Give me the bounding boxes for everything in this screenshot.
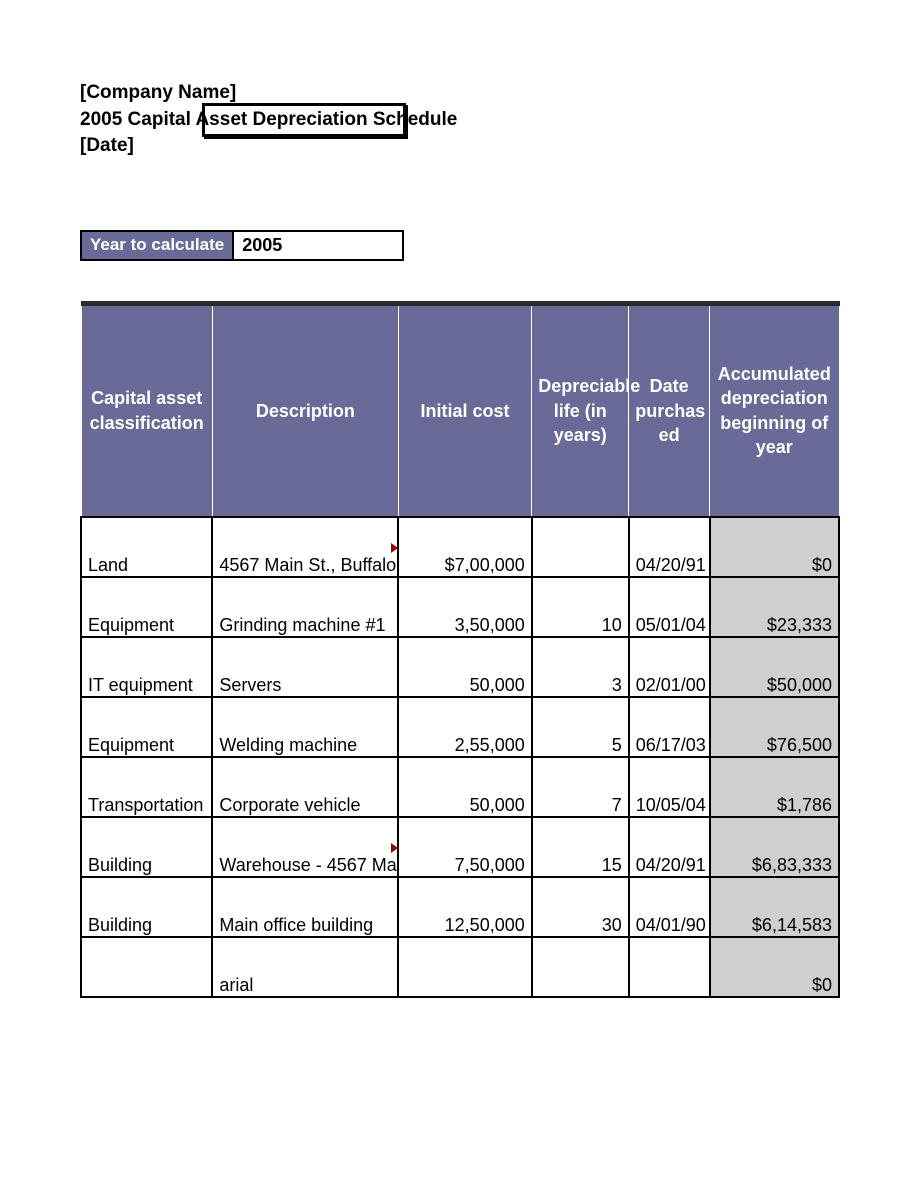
- table-row: TransportationCorporate vehicle50,000710…: [81, 757, 839, 817]
- cell-life_years[interactable]: 10: [532, 577, 629, 637]
- table-row: Land4567 Main St., Buffalo, NY$7,00,000 0…: [81, 517, 839, 577]
- cell-life_years[interactable]: [532, 937, 629, 997]
- table-row: BuildingWarehouse - 4567 Main St7,50,000…: [81, 817, 839, 877]
- cell-life_years[interactable]: 5: [532, 697, 629, 757]
- company-name: [Company Name]: [80, 80, 900, 107]
- cell-description[interactable]: 4567 Main St., Buffalo, NY: [212, 517, 398, 577]
- cell-date_purchased[interactable]: 10/05/04: [629, 757, 710, 817]
- cell-accum_dep[interactable]: $0: [710, 937, 839, 997]
- cell-description[interactable]: Main office building: [212, 877, 398, 937]
- document-title: 2005 Capital Asset Depreciation Schedule: [80, 109, 457, 130]
- cell-accum_dep[interactable]: $23,333: [710, 577, 839, 637]
- table-header: Capital asset classificationDescriptionI…: [81, 303, 839, 517]
- year-to-calculate-row: Year to calculate 2005: [80, 230, 404, 261]
- cell-initial_cost[interactable]: 12,50,000: [398, 877, 531, 937]
- cell-accum_dep[interactable]: $6,83,333: [710, 817, 839, 877]
- cell-date_purchased[interactable]: 06/17/03: [629, 697, 710, 757]
- page: [Company Name] 2005 Capital Asset Deprec…: [0, 0, 900, 998]
- col-header-date_purchased: Date purchas ed: [629, 303, 710, 517]
- cell-classification[interactable]: Building: [81, 817, 212, 877]
- cell-accum_dep[interactable]: $50,000: [710, 637, 839, 697]
- cell-date_purchased[interactable]: 04/01/90: [629, 877, 710, 937]
- cell-life_years[interactable]: 30: [532, 877, 629, 937]
- cell-initial_cost[interactable]: [398, 937, 531, 997]
- cell-life_years[interactable]: [532, 517, 629, 577]
- cell-classification[interactable]: Building: [81, 877, 212, 937]
- table-row: arial $0: [81, 937, 839, 997]
- document-title-row: 2005 Capital Asset Depreciation Schedule: [80, 107, 457, 134]
- cell-classification[interactable]: Equipment: [81, 697, 212, 757]
- cell-date_purchased[interactable]: 04/20/91: [629, 817, 710, 877]
- table-row: EquipmentWelding machine2,55,000506/17/0…: [81, 697, 839, 757]
- depreciation-table: Capital asset classificationDescriptionI…: [80, 301, 840, 998]
- year-to-calculate-value[interactable]: 2005: [234, 232, 402, 259]
- col-header-accum_dep: Accumulated depreciation beginning of ye…: [710, 303, 839, 517]
- cell-classification[interactable]: Equipment: [81, 577, 212, 637]
- cell-description[interactable]: Corporate vehicle: [212, 757, 398, 817]
- cell-description[interactable]: Welding machine: [212, 697, 398, 757]
- col-header-classification: Capital asset classification: [81, 303, 212, 517]
- cell-classification[interactable]: Land: [81, 517, 212, 577]
- document-date: [Date]: [80, 133, 900, 160]
- table-row: EquipmentGrinding machine #13,50,0001005…: [81, 577, 839, 637]
- year-to-calculate-label: Year to calculate: [82, 232, 234, 259]
- cell-classification[interactable]: IT equipment: [81, 637, 212, 697]
- cell-date_purchased[interactable]: [629, 937, 710, 997]
- cell-initial_cost[interactable]: 7,50,000: [398, 817, 531, 877]
- cell-life_years[interactable]: 15: [532, 817, 629, 877]
- cell-date_purchased[interactable]: 05/01/04: [629, 577, 710, 637]
- table-row: BuildingMain office building12,50,000300…: [81, 877, 839, 937]
- cell-accum_dep[interactable]: $6,14,583: [710, 877, 839, 937]
- cell-accum_dep[interactable]: $0: [710, 517, 839, 577]
- cell-life_years[interactable]: 7: [532, 757, 629, 817]
- cell-description[interactable]: arial: [212, 937, 398, 997]
- cell-accum_dep[interactable]: $1,786: [710, 757, 839, 817]
- col-header-initial_cost: Initial cost: [398, 303, 531, 517]
- cell-initial_cost[interactable]: 50,000: [398, 757, 531, 817]
- cell-initial_cost[interactable]: 2,55,000: [398, 697, 531, 757]
- cell-description[interactable]: Warehouse - 4567 Main St: [212, 817, 398, 877]
- cell-life_years[interactable]: 3: [532, 637, 629, 697]
- cell-description[interactable]: Servers: [212, 637, 398, 697]
- cell-initial_cost[interactable]: $7,00,000: [398, 517, 531, 577]
- table-body: Land4567 Main St., Buffalo, NY$7,00,000 0…: [81, 517, 839, 997]
- table-row: IT equipmentServers50,000302/01/00$50,00…: [81, 637, 839, 697]
- col-header-life_years: Depreciable life (in years): [532, 303, 629, 517]
- cell-classification[interactable]: Transportation: [81, 757, 212, 817]
- cell-date_purchased[interactable]: 04/20/91: [629, 517, 710, 577]
- cell-accum_dep[interactable]: $76,500: [710, 697, 839, 757]
- cell-initial_cost[interactable]: 50,000: [398, 637, 531, 697]
- cell-classification[interactable]: [81, 937, 212, 997]
- cell-initial_cost[interactable]: 3,50,000: [398, 577, 531, 637]
- cell-date_purchased[interactable]: 02/01/00: [629, 637, 710, 697]
- col-header-description: Description: [212, 303, 398, 517]
- cell-description[interactable]: Grinding machine #1: [212, 577, 398, 637]
